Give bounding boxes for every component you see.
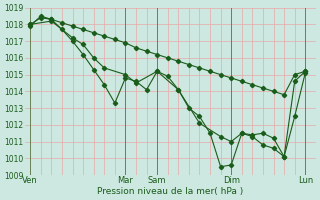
X-axis label: Pression niveau de la mer( hPa ): Pression niveau de la mer( hPa ) (97, 187, 244, 196)
